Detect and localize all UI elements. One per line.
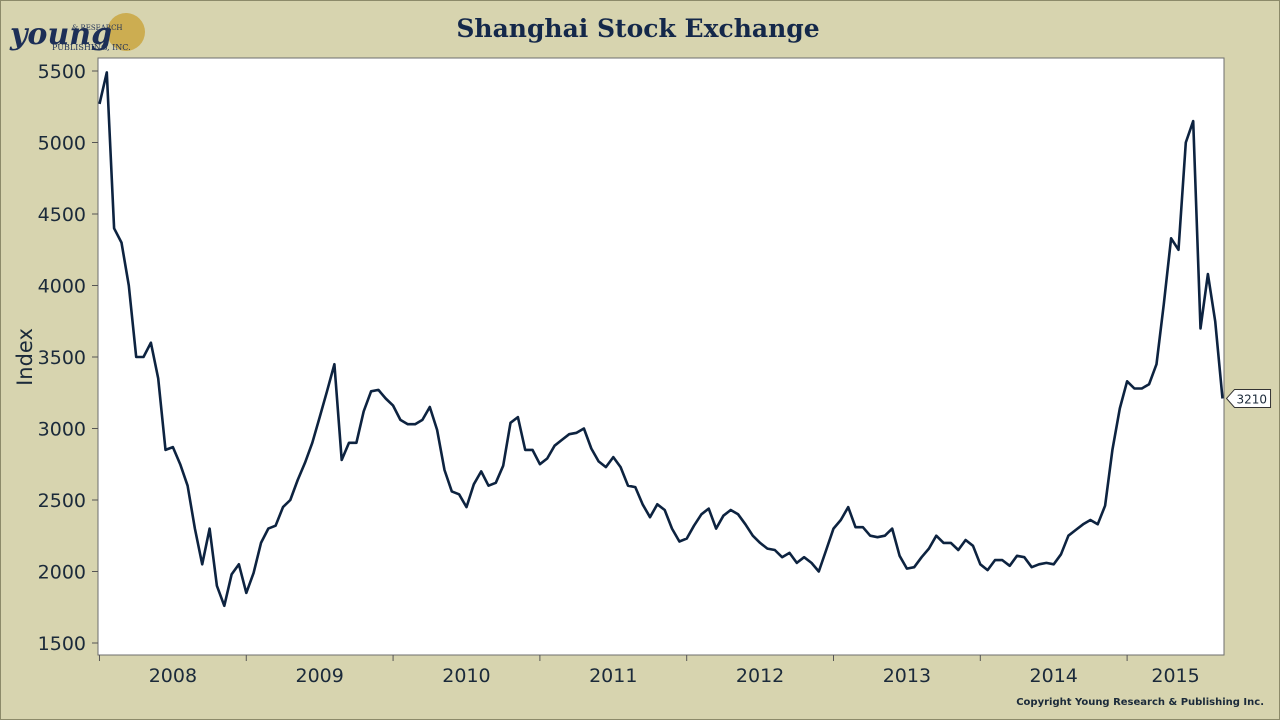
y-axis-label: Index xyxy=(13,328,37,386)
y-tick-label: 5000 xyxy=(38,133,86,155)
y-tick-label: 5500 xyxy=(38,61,86,83)
y-tick-label: 3000 xyxy=(38,418,86,440)
x-tick-label: 2012 xyxy=(736,665,784,687)
x-tick-label: 2015 xyxy=(1151,665,1199,687)
x-tick-label: 2009 xyxy=(295,665,343,687)
logo-name: young xyxy=(9,17,112,52)
y-tick-label: 4000 xyxy=(38,276,86,298)
x-tick-label: 2010 xyxy=(442,665,490,687)
end-label: 3210 xyxy=(1237,392,1268,406)
x-tick-label: 2011 xyxy=(589,665,637,687)
x-tick-label: 2014 xyxy=(1030,665,1078,687)
y-tick-label: 2500 xyxy=(38,490,86,512)
logo-tagline: & RESEARCH xyxy=(72,24,123,32)
footer: Copyright Young Research & Publishing In… xyxy=(1016,697,1264,708)
logo-globe xyxy=(107,13,145,51)
plot-area xyxy=(97,57,1225,656)
chart-title: Shanghai Stock Exchange xyxy=(456,14,819,43)
x-tick-label: 2008 xyxy=(149,665,197,687)
y-tick-label: 4500 xyxy=(38,204,86,226)
y-tick-label: 2000 xyxy=(38,561,86,583)
logo-tagline: PUBLISHING, INC. xyxy=(52,43,131,52)
x-tick-label: 2013 xyxy=(883,665,931,687)
y-tick-label: 1500 xyxy=(38,633,86,655)
y-tick-label: 3500 xyxy=(38,347,86,369)
end-label-box xyxy=(1225,388,1272,408)
line xyxy=(98,71,1224,608)
